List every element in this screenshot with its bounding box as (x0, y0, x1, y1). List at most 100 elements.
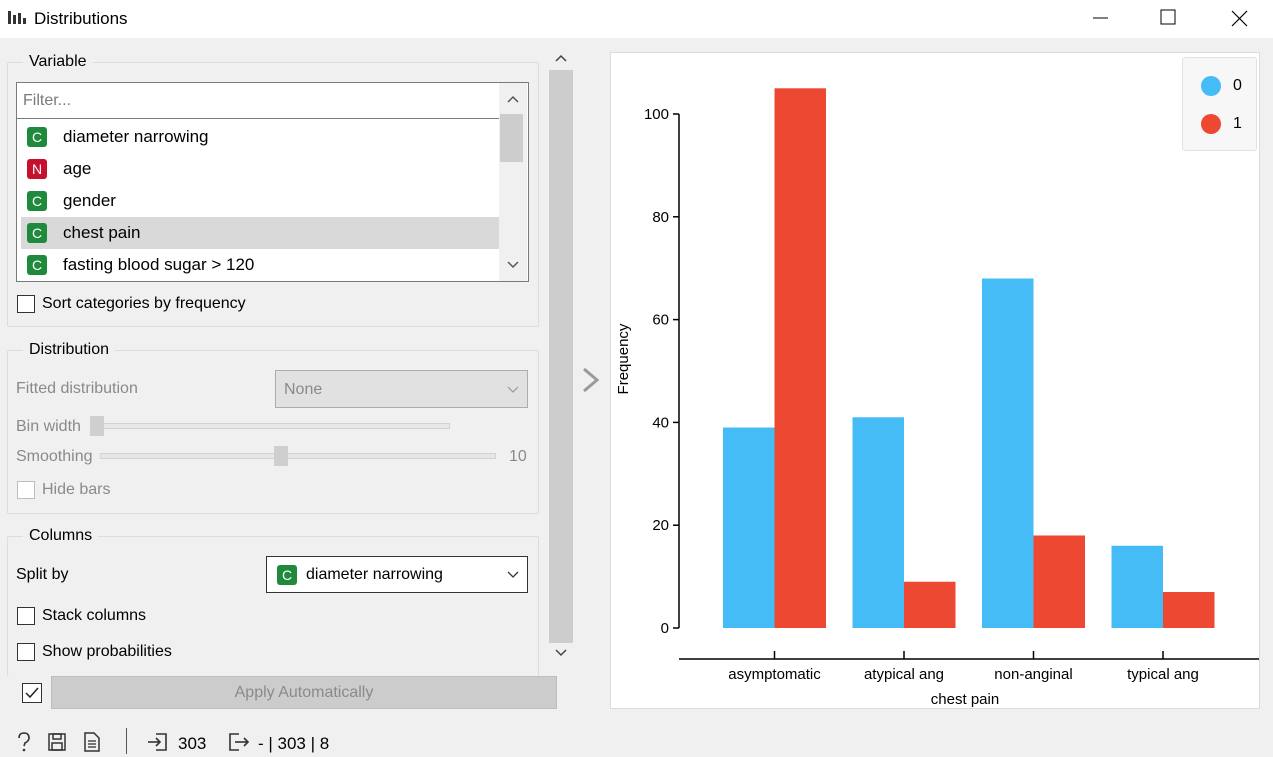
window-title: Distributions (34, 9, 128, 28)
x-tick-label: asymptomatic (728, 666, 821, 683)
legend-swatch (1201, 114, 1221, 134)
distribution-group (7, 350, 539, 514)
maximize-button[interactable] (1145, 0, 1191, 38)
scroll-up-icon[interactable] (555, 54, 567, 62)
split-by-label: Split by (16, 566, 69, 583)
fitted-distribution-label: Fitted distribution (16, 380, 138, 397)
smoothing-slider[interactable] (100, 453, 496, 459)
title-bar: Distributions (0, 0, 1273, 38)
list-scrollbar[interactable] (499, 83, 527, 281)
bar (774, 88, 826, 629)
show-probabilities-checkbox[interactable] (17, 643, 35, 661)
y-tick-label: 0 (661, 620, 669, 637)
panel-scroll-thumb[interactable] (549, 70, 573, 643)
close-icon (1231, 10, 1248, 27)
apply-auto-checkbox[interactable] (22, 683, 42, 703)
y-tick-label: 100 (644, 106, 669, 123)
apply-button-label: Apply Automatically (234, 684, 374, 701)
bar (1163, 592, 1215, 628)
bar (723, 427, 775, 628)
input-count: 303 (178, 734, 207, 753)
legend-swatch (1201, 76, 1221, 96)
variable-type-badge: C (27, 255, 47, 275)
smoothing-slider-handle[interactable] (274, 446, 289, 466)
hide-bars-label: Hide bars (42, 481, 111, 498)
fitted-distribution-value: None (284, 381, 323, 398)
chevron-down-icon (507, 386, 519, 393)
help-icon[interactable] (15, 731, 33, 753)
legend-label: 0 (1233, 77, 1242, 94)
distribution-group-title: Distribution (23, 341, 116, 359)
smoothing-value: 10 (509, 448, 527, 465)
y-tick-label: 80 (652, 209, 669, 226)
bar (852, 417, 904, 628)
y-tick-label: 60 (652, 312, 669, 329)
bar-chart-icon (8, 11, 26, 24)
stack-columns-checkbox[interactable] (17, 607, 35, 625)
y-tick-label: 40 (652, 414, 669, 431)
output-summary: - | 303 | 8 (258, 734, 330, 753)
split-by-select[interactable]: C diameter narrowing (266, 556, 528, 593)
bar-chart: 0 20 40 60 80 100 asymptomatic atypical ang non-… (615, 88, 1259, 708)
fitted-distribution-select[interactable]: None (275, 370, 528, 408)
save-icon[interactable] (47, 732, 67, 752)
scroll-down-icon[interactable] (555, 649, 567, 657)
columns-group (7, 536, 539, 677)
variable-type-badge: N (27, 159, 47, 179)
apply-button[interactable]: Apply Automatically (51, 676, 557, 709)
list-item-label: gender (63, 191, 116, 210)
bar (1111, 545, 1163, 628)
scroll-up-icon[interactable] (507, 95, 519, 103)
report-icon[interactable] (82, 731, 102, 753)
sort-checkbox[interactable] (17, 295, 35, 313)
stack-columns-label: Stack columns (42, 607, 147, 624)
filter-input[interactable] (17, 83, 499, 119)
bin-width-label: Bin width (16, 418, 81, 435)
chevron-down-icon (507, 571, 519, 578)
variable-type-badge: C (27, 127, 47, 147)
variable-group (7, 62, 539, 327)
bar (904, 581, 956, 628)
list-scroll-thumb[interactable] (500, 114, 523, 162)
chart-panel: 0 20 40 60 80 100 asymptomatic atypical ang non-… (610, 52, 1260, 709)
variable-type-badge: C (27, 223, 47, 243)
checkmark-icon (25, 687, 39, 699)
x-tick-label: atypical ang (864, 666, 944, 683)
panel-scrollbar[interactable] (549, 48, 573, 665)
list-item-label: age (63, 159, 92, 178)
list-item-label: fasting blood sugar > 120 (63, 255, 255, 274)
columns-group-title: Columns (23, 527, 99, 545)
minimize-button[interactable] (1077, 0, 1123, 38)
y-axis-label: Frequency (615, 323, 632, 394)
sort-label: Sort categories by frequency (42, 295, 246, 312)
scroll-down-icon[interactable] (507, 261, 519, 269)
bin-width-slider-handle[interactable] (90, 416, 104, 436)
minimize-icon (1093, 17, 1108, 19)
close-button[interactable] (1216, 0, 1262, 38)
split-by-value: diameter narrowing (306, 566, 443, 583)
output-icon (229, 733, 250, 751)
smoothing-label: Smoothing (16, 448, 93, 465)
chevron-right-icon[interactable] (580, 366, 602, 394)
variable-type-badge: C (27, 191, 47, 211)
maximize-icon (1160, 9, 1176, 25)
split-type-badge: C (277, 565, 297, 585)
list-item-label: diameter narrowing (63, 127, 209, 146)
legend-label: 1 (1233, 115, 1242, 132)
x-axis-label: chest pain (931, 691, 999, 708)
x-tick-label: non-anginal (994, 666, 1072, 683)
y-tick-label: 20 (652, 517, 669, 534)
bin-width-slider[interactable] (96, 423, 450, 429)
status-divider (126, 728, 127, 754)
show-probabilities-label: Show probabilities (42, 643, 172, 660)
list-item-label: chest pain (63, 223, 141, 242)
hide-bars-checkbox[interactable] (17, 481, 35, 499)
input-icon (148, 733, 167, 751)
